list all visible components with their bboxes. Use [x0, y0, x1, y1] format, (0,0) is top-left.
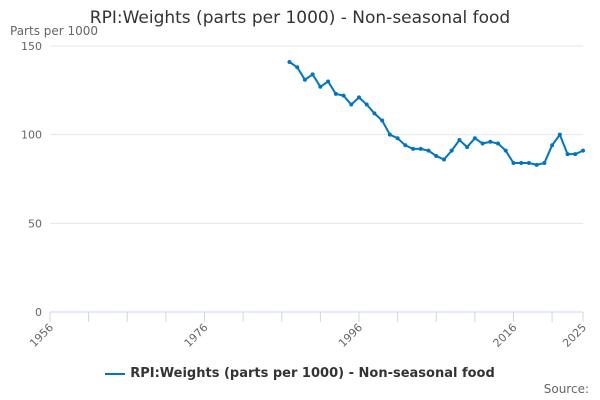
- data-point: [287, 59, 292, 64]
- data-point: [503, 148, 508, 153]
- data-point: [534, 162, 539, 167]
- source-label: Source:: [543, 382, 589, 396]
- data-point: [581, 148, 585, 153]
- x-tick-label: 1956: [27, 321, 56, 350]
- data-point: [349, 102, 354, 107]
- data-point: [441, 157, 446, 162]
- data-point: [573, 152, 578, 157]
- data-point: [472, 136, 477, 141]
- legend-swatch: [105, 372, 126, 375]
- data-point: [295, 65, 300, 70]
- chart-title: RPI:Weights (parts per 1000) - Non-seaso…: [89, 8, 511, 28]
- data-point: [318, 84, 323, 89]
- data-point: [333, 91, 338, 96]
- x-tick-label: 1976: [182, 321, 211, 350]
- data-point: [403, 143, 408, 148]
- data-point: [434, 153, 439, 158]
- data-point: [387, 132, 392, 137]
- data-point: [449, 148, 454, 153]
- y-tick-label: 50: [28, 217, 42, 230]
- legend-label: RPI:Weights (parts per 1000) - Non-seaso…: [130, 366, 495, 381]
- data-point: [550, 143, 555, 148]
- x-tick-label: 2016: [491, 321, 520, 350]
- data-point: [380, 118, 385, 123]
- data-point: [302, 77, 307, 82]
- data-point: [480, 141, 485, 146]
- data-point: [356, 95, 361, 100]
- data-point: [557, 132, 562, 137]
- data-point: [565, 152, 570, 157]
- data-point: [426, 148, 431, 153]
- data-point: [411, 146, 416, 151]
- data-point: [519, 161, 524, 166]
- y-tick-label: 100: [21, 129, 42, 142]
- data-point: [418, 146, 423, 151]
- data-point: [526, 161, 531, 166]
- data-point: [341, 93, 346, 98]
- data-point: [496, 141, 501, 146]
- legend-item[interactable]: RPI:Weights (parts per 1000) - Non-seaso…: [0, 366, 600, 381]
- data-point: [372, 111, 377, 116]
- y-tick-label: 150: [21, 40, 42, 53]
- data-point: [511, 161, 516, 166]
- data-point: [457, 137, 462, 142]
- data-point: [542, 161, 547, 166]
- y-axis-label: Parts per 1000: [10, 24, 99, 38]
- x-tick-label: 1996: [336, 321, 365, 350]
- data-point: [488, 139, 493, 144]
- data-point: [465, 145, 470, 150]
- data-point: [326, 79, 331, 84]
- series-line: [288, 61, 584, 166]
- x-tick-label: 2025: [560, 321, 589, 350]
- data-point: [395, 136, 400, 141]
- data-point: [310, 72, 315, 77]
- data-point: [364, 102, 369, 107]
- y-tick-label: 0: [35, 306, 42, 319]
